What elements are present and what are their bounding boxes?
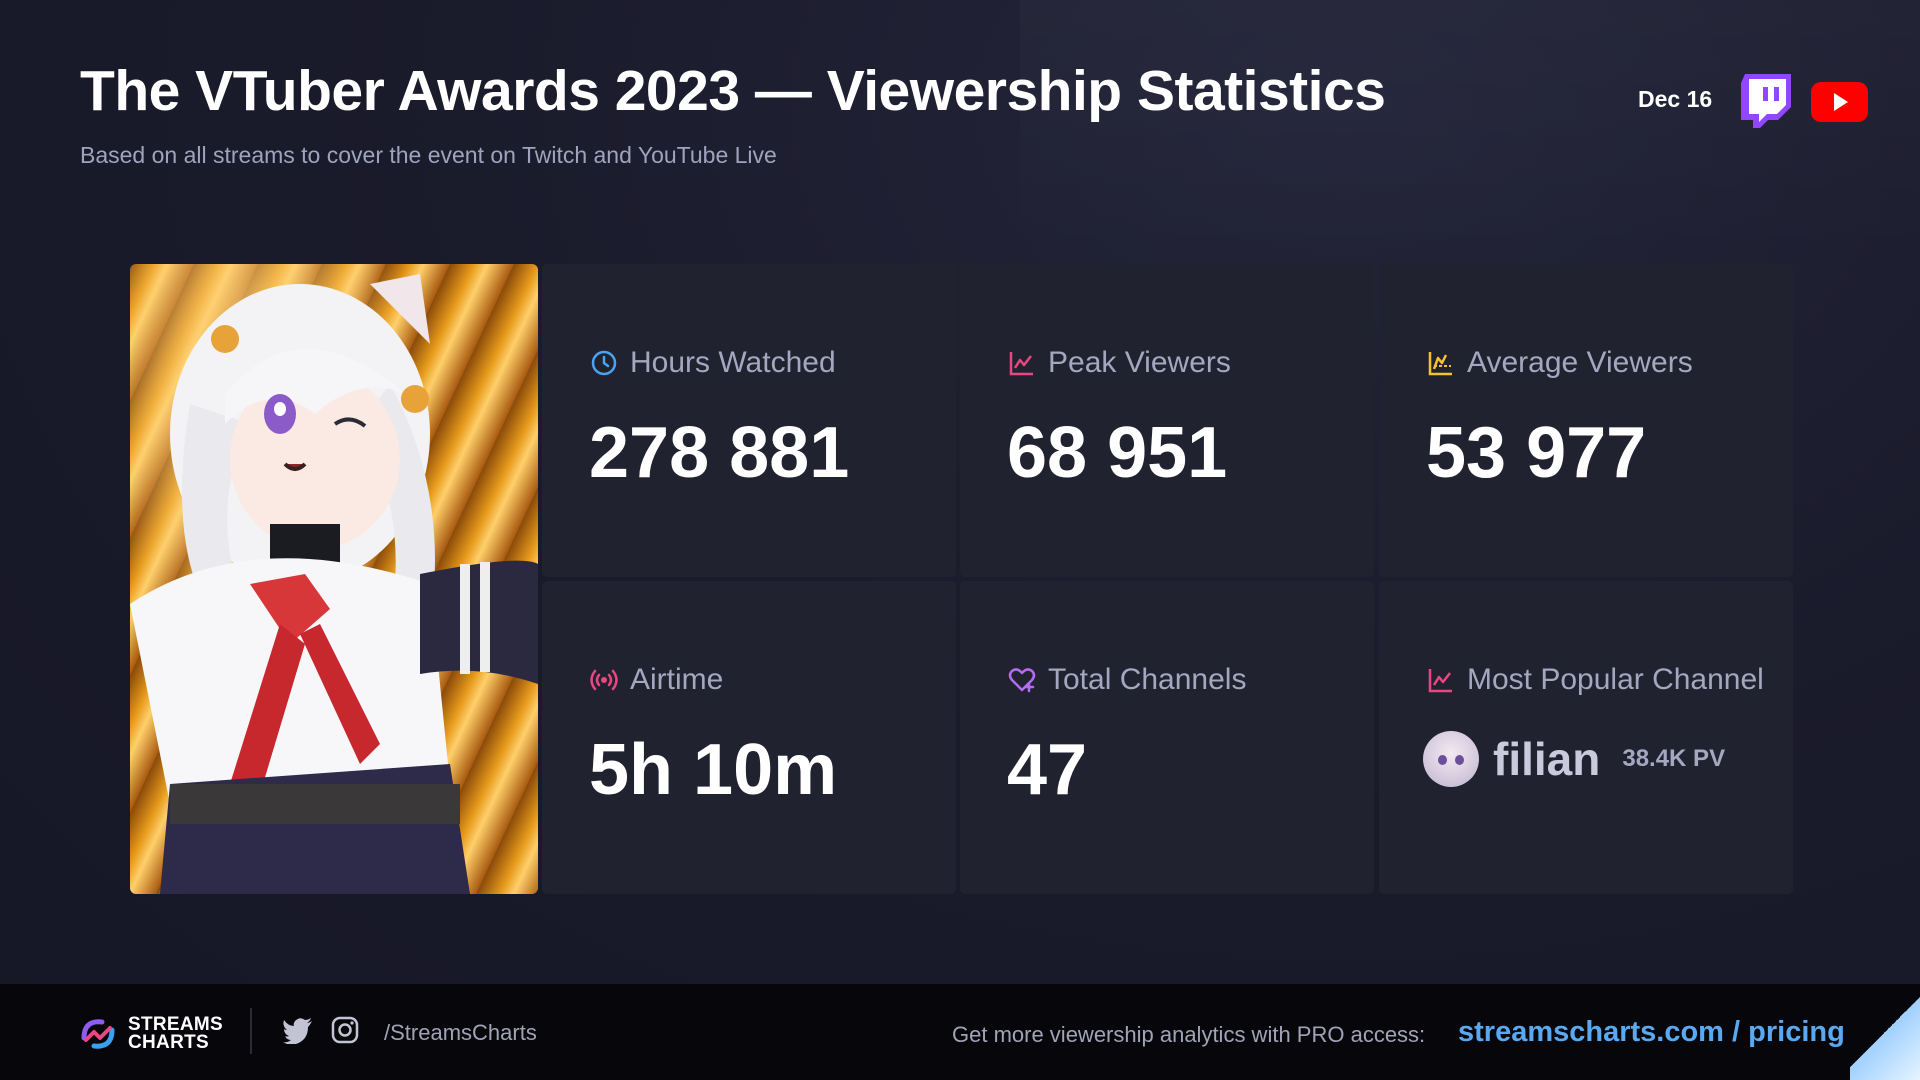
stat-card-total-channels: Total Channels 47 <box>960 581 1374 894</box>
page-subtitle: Based on all streams to cover the event … <box>80 142 777 168</box>
stat-card-average-viewers: Average Viewers 53 977 <box>1379 264 1793 577</box>
chart-average-icon <box>1428 352 1452 376</box>
streams-charts-brand[interactable]: STREAMS CHARTS <box>78 1014 223 1054</box>
stat-value: 68 951 <box>1007 413 1228 493</box>
broadcast-icon <box>590 669 618 691</box>
chart-line-icon <box>1009 352 1033 376</box>
brand-name: STREAMS CHARTS <box>128 1014 223 1053</box>
stat-card-hours-watched: Hours Watched 278 881 <box>542 264 956 577</box>
stat-label-text: Hours Watched <box>630 346 836 379</box>
channel-name: filian <box>1493 733 1601 785</box>
instagram-icon[interactable] <box>331 1016 359 1044</box>
clock-icon <box>591 350 617 376</box>
brand-name-line1: STREAMS <box>128 1014 223 1035</box>
chart-line-icon <box>1428 669 1452 693</box>
social-handle[interactable]: /StreamsCharts <box>384 1020 537 1045</box>
vtuber-character-illustration <box>130 274 538 894</box>
heart-plus-icon <box>1008 668 1036 693</box>
promo-text: Get more viewership analytics with PRO a… <box>952 1022 1426 1047</box>
corner-decoration <box>1850 984 1920 1080</box>
footer-divider <box>250 1008 252 1054</box>
event-date: Dec 16 <box>1638 86 1713 112</box>
stat-card-most-popular-channel: Most Popular Channel filian 38.4K PV <box>1379 581 1793 894</box>
twitch-icon <box>1741 74 1791 128</box>
stat-value: 278 881 <box>589 413 850 493</box>
stat-card-peak-viewers: Peak Viewers 68 951 <box>960 264 1374 577</box>
brand-name-line2: CHARTS <box>128 1032 209 1053</box>
youtube-icon <box>1811 82 1868 122</box>
channel-peak-viewers: 38.4K PV <box>1622 745 1726 772</box>
stat-label: Average Viewers <box>1427 346 1693 380</box>
streams-charts-logo-icon <box>81 1019 115 1049</box>
stat-label: Most Popular Channel <box>1427 663 1764 697</box>
avatar <box>1423 731 1479 787</box>
stat-label-text: Airtime <box>630 663 724 696</box>
stat-label: Peak Viewers <box>1008 346 1231 380</box>
stat-value: 47 <box>1007 730 1088 810</box>
stat-value: 53 977 <box>1426 413 1647 493</box>
pricing-link[interactable]: streamscharts.com / pricing <box>1458 1016 1845 1048</box>
background-decoration <box>1020 0 1920 260</box>
stat-label: Hours Watched <box>590 346 836 380</box>
stat-label-text: Total Channels <box>1048 663 1247 696</box>
stat-card-airtime: Airtime 5h 10m <box>542 581 956 894</box>
footer: STREAMS CHARTS /StreamsCharts Get more v… <box>0 984 1920 1080</box>
stat-value: 5h 10m <box>589 730 838 810</box>
stat-label-text: Peak Viewers <box>1048 346 1231 379</box>
page-title: The VTuber Awards 2023 — Viewership Stat… <box>80 59 1386 123</box>
vtuber-artwork <box>130 264 538 894</box>
stat-label: Total Channels <box>1008 663 1246 697</box>
stat-label-text: Average Viewers <box>1467 346 1693 379</box>
twitter-icon[interactable] <box>283 1018 313 1044</box>
stat-label-text: Most Popular Channel <box>1467 663 1764 696</box>
popular-channel: filian 38.4K PV <box>1423 731 1725 787</box>
stat-label: Airtime <box>590 663 723 697</box>
